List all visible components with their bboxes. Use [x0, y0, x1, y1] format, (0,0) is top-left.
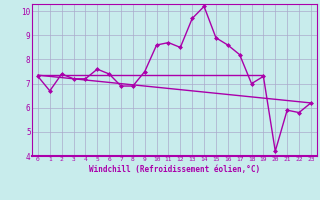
X-axis label: Windchill (Refroidissement éolien,°C): Windchill (Refroidissement éolien,°C): [89, 165, 260, 174]
